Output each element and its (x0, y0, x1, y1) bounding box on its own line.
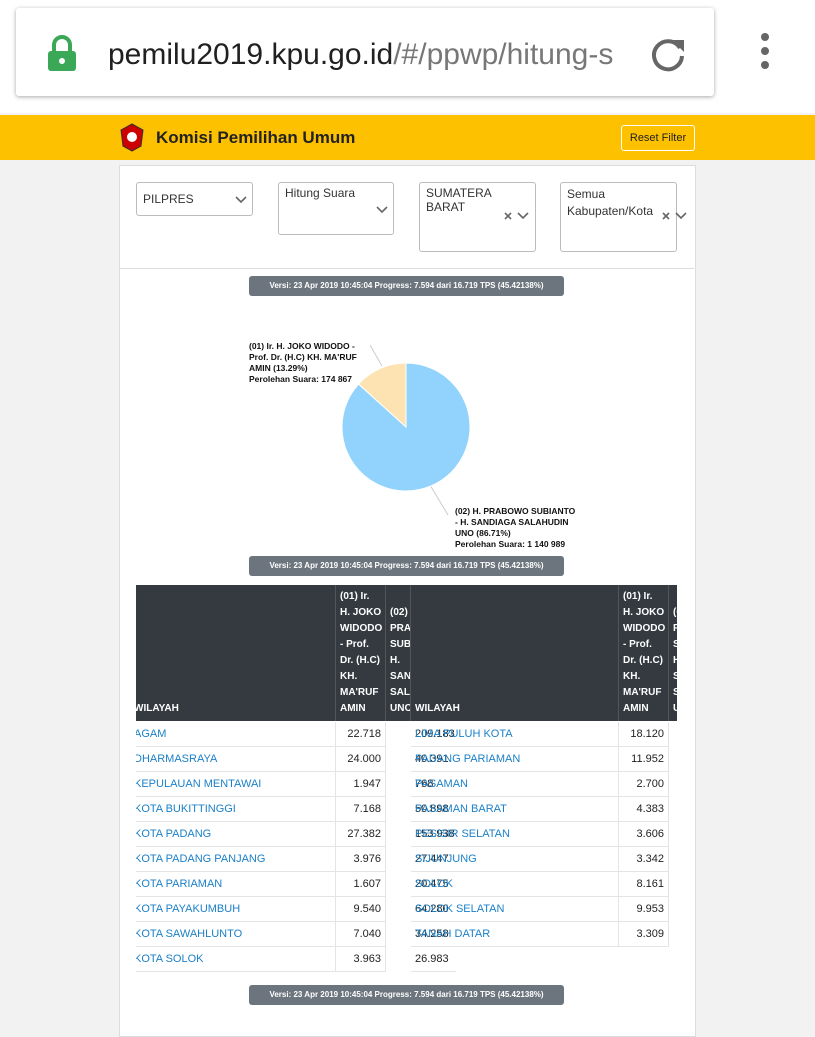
vote-count: 26.983 (411, 947, 456, 972)
vote-count: 24.000 (336, 747, 386, 772)
vote-count: 7.168 (336, 797, 386, 822)
site-title: Komisi Pemilihan Umum (156, 128, 356, 147)
column-header: (02) H. PRABOWO SUBIANTO - H. SANDIAGA S… (386, 585, 411, 721)
column-header: (01) Ir. H. JOKO WIDODO - Prof. Dr. (H.C… (336, 585, 386, 721)
region-link[interactable]: SOLOK SELATAN (411, 897, 619, 922)
column-header: WILAYAH (411, 585, 619, 721)
region-link[interactable]: KOTA SOLOK (136, 947, 336, 972)
vote-count: 3.309 (619, 922, 669, 947)
version-badge: Versi: 23 Apr 2019 10:45:04 Progress: 7.… (249, 276, 564, 296)
pie-slice[interactable] (341, 362, 471, 492)
version-badge: Versi: 23 Apr 2019 10:45:04 Progress: 7.… (249, 556, 564, 576)
url: pemilu2019.kpu.go.id/#/ppwp/hitung-s (108, 38, 638, 72)
region-link[interactable]: DHARMASRAYA (136, 747, 336, 772)
logo (120, 123, 144, 152)
results-table: WILAYAH (01) Ir. H. JOKO WIDODO - Prof. D… (136, 585, 677, 975)
region-link[interactable]: SIJUNJUNG (411, 847, 619, 872)
filter-text: PILPRES (143, 192, 194, 206)
version-badge: Versi: 23 Apr 2019 10:45:04 Progress: 7.… (249, 985, 564, 1005)
column-header: (01) Ir. H. JOKO WIDODO - Prof. Dr. (H.C… (619, 585, 669, 721)
vote-count: 9.540 (336, 897, 386, 922)
region-link[interactable]: KOTA PAYAKUMBUH (136, 897, 336, 922)
lock-icon (48, 35, 76, 71)
pie-slice[interactable] (357, 362, 407, 429)
region-link[interactable]: KOTA SAWAHLUNTO (136, 922, 336, 947)
url-bar[interactable]: pemilu2019.kpu.go.id/#/ppwp/hitung-s (16, 8, 714, 96)
filter-select[interactable]: PILPRES (136, 182, 253, 216)
region-link[interactable]: LIMA PULUH KOTA (411, 722, 619, 747)
filter-text: Hitung Suara (285, 186, 356, 200)
vote-count: 3.342 (619, 847, 669, 872)
vote-count: 3.976 (336, 847, 386, 872)
filter-select[interactable]: Hitung Suara (278, 182, 394, 235)
region-link[interactable]: PASAMAN (411, 772, 619, 797)
vote-count: 18.120 (619, 722, 669, 747)
vote-count: 7.040 (336, 922, 386, 947)
select-arrows (235, 196, 687, 220)
vote-count: 1.947 (336, 772, 386, 797)
vote-count: 4.383 (619, 797, 669, 822)
pie-chart (341, 344, 471, 516)
filter-select[interactable]: Semua Kabupaten/Kota (560, 182, 677, 252)
filter-text: SUMATERA BARAT (426, 186, 492, 214)
vote-count: 3.963 (336, 947, 386, 972)
region-link[interactable]: KEPULAUAN MENTAWAI (136, 772, 336, 797)
url-host: pemilu2019.kpu.go.id (108, 38, 394, 71)
region-link[interactable]: KOTA BUKITTINGGI (136, 797, 336, 822)
reset-button[interactable]: Reset Filter (621, 125, 695, 151)
pie-label: (02) H. PRABOWO SUBIANTO - H. SANDIAGA S… (455, 506, 576, 548)
region-link[interactable]: SOLOK (411, 872, 619, 897)
region-link[interactable]: AGAM (136, 722, 336, 747)
menu-icon[interactable] (755, 32, 775, 72)
url-path: /#/ppwp/hitung-s (393, 38, 614, 71)
region-link[interactable]: KOTA PADANG PANJANG (136, 847, 336, 872)
vote-count: 22.718 (336, 722, 386, 747)
vote-count: 2.700 (619, 772, 669, 797)
region-link[interactable]: KOTA PADANG (136, 822, 336, 847)
region-link[interactable]: PESISIR SELATAN (411, 822, 619, 847)
connector (369, 344, 383, 367)
region-link[interactable]: PASAMAN BARAT (411, 797, 619, 822)
column-header: WILAYAH (136, 585, 336, 721)
vote-count: 3.606 (619, 822, 669, 847)
region-link[interactable]: KOTA PARIAMAN (136, 872, 336, 897)
connector (429, 484, 449, 516)
vote-count: 8.161 (619, 872, 669, 897)
filter-text: Semua Kabupaten/Kota (567, 187, 654, 218)
filter-select[interactable]: SUMATERA BARAT (419, 182, 536, 252)
region-link[interactable]: TANAH DATAR (411, 922, 619, 947)
region-link[interactable]: PADANG PARIAMAN (411, 747, 619, 772)
vote-count: 9.953 (619, 897, 669, 922)
vote-count: 11.952 (619, 747, 669, 772)
header (0, 115, 815, 160)
pie-label: (01) Ir. H. JOKO WIDODO - Prof. Dr. (H.C… (249, 341, 357, 384)
vote-count: 1.607 (336, 872, 386, 897)
divider (119, 268, 694, 269)
column-header: (02) H. PRABOWO SUBIANTO - H. SANDIAGA S… (669, 585, 677, 721)
reload-icon[interactable] (648, 34, 688, 74)
vote-count: 27.382 (336, 822, 386, 847)
browser-bar: pemilu2019.kpu.go.id/#/ppwp/hitung-s (0, 0, 815, 113)
